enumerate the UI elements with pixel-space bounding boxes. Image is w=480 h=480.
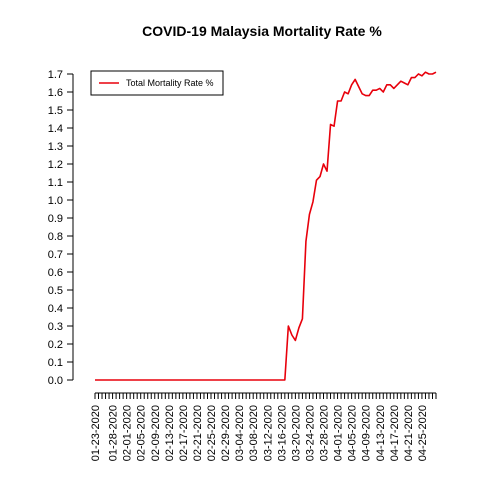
y-axis: 0.0 0.1 0.2 0.3 0.4 0.5 0.6 0.7 0.8 0.9 1.0 1.1 1.2 1… — [48, 69, 74, 387]
y-tick-label: 0.1 — [48, 357, 63, 369]
y-tick-label: 1.3 — [48, 141, 63, 153]
y-tick-label: 0.6 — [48, 267, 63, 279]
x-tick-label: 03-28-2020 — [319, 405, 331, 461]
y-tick-label: 0.2 — [48, 339, 63, 351]
plot-series — [95, 71, 437, 381]
x-tick-label: 03-12-2020 — [262, 405, 274, 461]
x-tick-label: 02-29-2020 — [220, 405, 232, 461]
x-tick-label: 02-21-2020 — [192, 405, 204, 461]
y-tick-label: 0.9 — [48, 213, 63, 225]
series-line-total-mortality-rate — [95, 71, 437, 381]
x-tick-label: 03-08-2020 — [248, 405, 260, 461]
y-tick-label: 1.5 — [48, 105, 63, 117]
x-tick-label: 04-25-2020 — [417, 405, 429, 461]
x-tick-label: 04-21-2020 — [403, 405, 415, 461]
x-tick-label: 02-25-2020 — [206, 405, 218, 461]
y-tick-label: 1.0 — [48, 195, 63, 207]
x-tick-label: 03-16-2020 — [276, 405, 288, 461]
x-tick-label: 02-09-2020 — [150, 405, 162, 461]
y-tick-label: 0.8 — [48, 231, 63, 243]
y-tick-label: 1.6 — [48, 87, 63, 99]
y-tick-label: 1.1 — [48, 177, 63, 189]
legend-entry-total-mortality-rate: Total Mortality Rate % — [126, 78, 214, 88]
chart-title: COVID-19 Malaysia Mortality Rate % — [142, 23, 382, 39]
x-tick-label: 04-01-2020 — [333, 405, 345, 461]
x-tick-label: 04-13-2020 — [375, 405, 387, 461]
x-axis: 01-23-2020 01-28-2020 02-01-2020 02-05-2020… — [90, 392, 437, 461]
x-tick-label: 03-04-2020 — [234, 405, 246, 461]
x-tick-label: 04-09-2020 — [361, 405, 373, 461]
x-tick-label: 02-13-2020 — [164, 405, 176, 461]
y-tick-label: 1.4 — [48, 123, 63, 135]
x-tick-label: 02-01-2020 — [122, 405, 134, 461]
x-tick-label: 04-05-2020 — [347, 405, 359, 461]
x-tick-label: 01-28-2020 — [108, 405, 120, 461]
x-tick-label: 02-17-2020 — [178, 405, 190, 461]
y-tick-label: 0.5 — [48, 285, 63, 297]
y-tick-label: 1.2 — [48, 159, 63, 171]
x-tick-label: 01-23-2020 — [90, 405, 102, 461]
x-tick-label: 03-24-2020 — [304, 405, 316, 461]
y-tick-label: 0.3 — [48, 321, 63, 333]
y-tick-label: 0.4 — [48, 303, 63, 315]
x-tick-label: 02-05-2020 — [136, 405, 148, 461]
y-tick-label: 1.7 — [48, 69, 63, 81]
y-tick-label: 0.0 — [48, 375, 63, 387]
legend: Total Mortality Rate % — [90, 70, 224, 96]
x-tick-label: 04-17-2020 — [389, 405, 401, 461]
y-tick-label: 0.7 — [48, 249, 63, 261]
x-tick-label: 03-20-2020 — [290, 405, 302, 461]
